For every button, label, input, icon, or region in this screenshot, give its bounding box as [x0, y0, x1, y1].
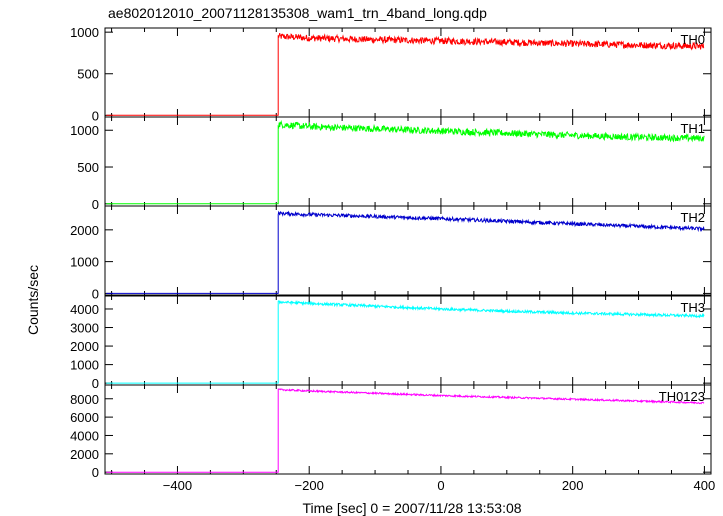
y-tick-label: 4000 [70, 428, 99, 443]
panel-label-th0123: TH0123 [659, 389, 705, 404]
y-tick-label: 2000 [70, 447, 99, 462]
series-line-th0 [106, 32, 705, 116]
x-axis-label: Time [sec] 0 = 2007/11/28 13:53:08 [302, 500, 522, 516]
x-tick-label: 200 [562, 478, 584, 493]
y-tick-label: 0 [92, 286, 99, 301]
y-tick-label: 4000 [70, 302, 99, 317]
y-tick-label: 1000 [70, 25, 99, 40]
series-line-th2 [106, 210, 705, 294]
panel-label-th2: TH2 [680, 210, 705, 225]
y-tick-label: 0 [92, 108, 99, 123]
y-tick-label: 2000 [70, 223, 99, 238]
x-tick-label: 400 [694, 478, 716, 493]
x-tick-label: 0 [437, 478, 444, 493]
x-tick-label: −400 [163, 478, 192, 493]
y-tick-label: 1000 [70, 358, 99, 373]
y-tick-label: 500 [77, 160, 99, 175]
panel-label-th3: TH3 [680, 300, 705, 315]
y-tick-label: 0 [92, 376, 99, 391]
y-tick-label: 2000 [70, 339, 99, 354]
panel-label-th1: TH1 [680, 121, 705, 136]
series-line-th3 [106, 300, 705, 384]
panel-label-th0: TH0 [680, 32, 705, 47]
y-tick-label: 1000 [70, 255, 99, 270]
y-tick-label: 0 [92, 465, 99, 480]
panel-frame-th0123 [104, 384, 712, 475]
y-tick-label: 6000 [70, 410, 99, 425]
y-tick-label: 500 [77, 67, 99, 82]
chart-title: ae802012010_20071128135308_wam1_trn_4ban… [108, 5, 487, 21]
series-line-th1 [106, 119, 705, 205]
y-tick-label: 3000 [70, 321, 99, 336]
y-tick-label: 1000 [70, 123, 99, 138]
y-tick-label: 8000 [70, 392, 99, 407]
series-line-th0123 [106, 388, 705, 473]
y-tick-label: 0 [92, 197, 99, 212]
x-tick-label: −200 [295, 478, 324, 493]
panel-frame-th0 [104, 27, 712, 118]
